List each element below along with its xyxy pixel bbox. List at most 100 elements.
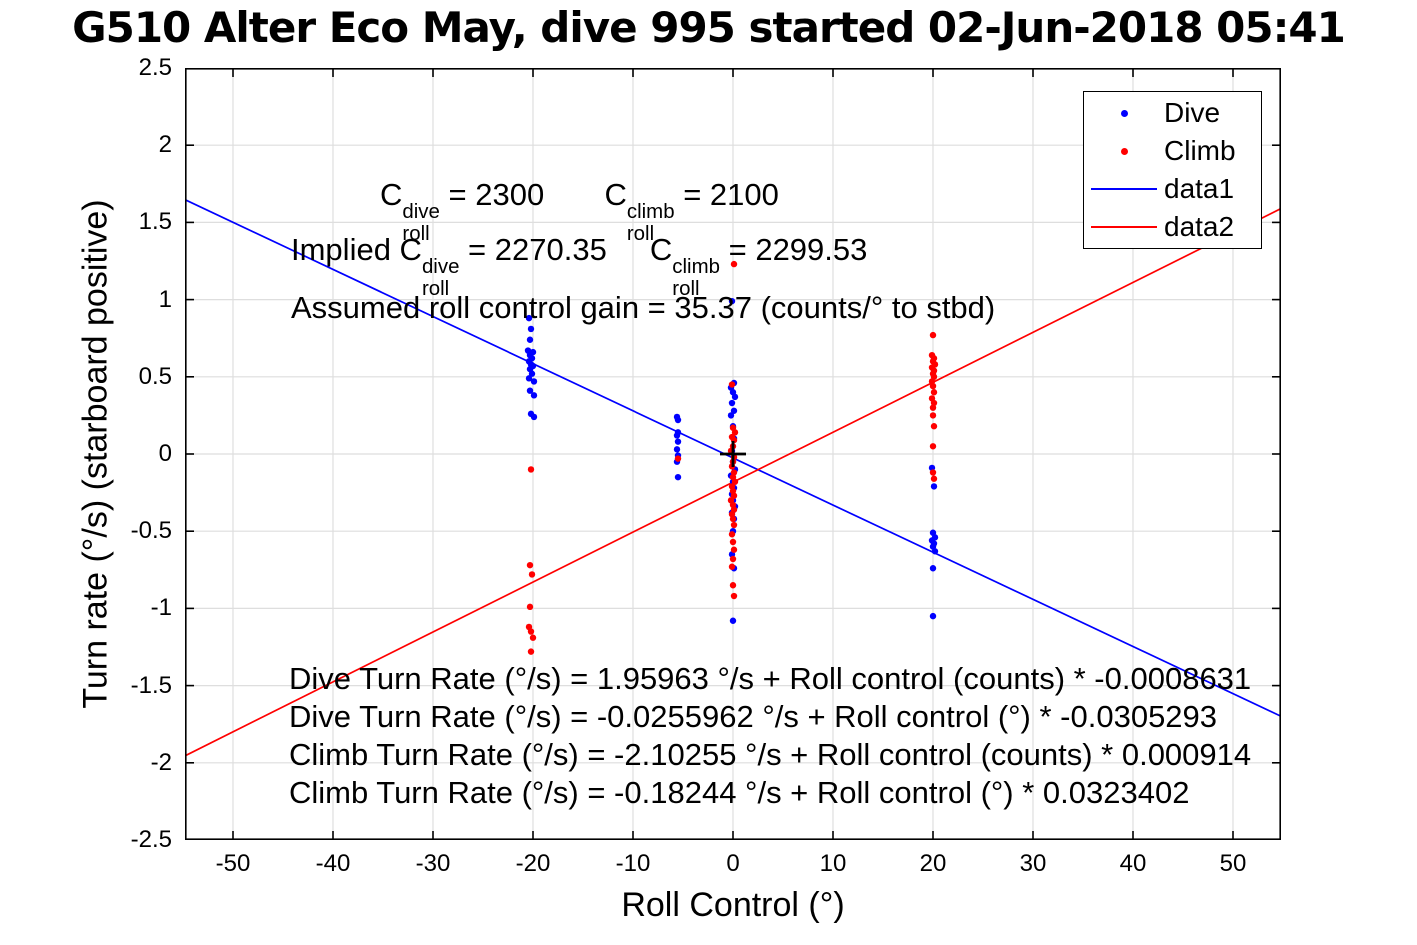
legend-label: data1 xyxy=(1164,173,1235,204)
annotation-segment: = 2270.35 xyxy=(459,232,607,267)
data-point-climb xyxy=(929,331,937,339)
data-point-climb xyxy=(729,555,737,563)
legend-dot-marker xyxy=(1084,109,1164,117)
equation-line: Dive Turn Rate (°/s) = 1.95963 °/s + Rol… xyxy=(289,661,1252,696)
equations-block: Dive Turn Rate (°/s) = 1.95963 °/s + Rol… xyxy=(289,660,1251,812)
data-point-dive xyxy=(527,325,535,333)
subscript: roll xyxy=(421,276,450,300)
data-point-climb xyxy=(729,582,737,589)
x-tick-label: 10 xyxy=(819,850,847,877)
data-point-climb xyxy=(729,515,737,523)
superscript: climb xyxy=(672,254,720,278)
annotation-segment: = 2299.53 xyxy=(720,232,868,267)
x-tick-label: 40 xyxy=(1119,850,1147,877)
data-point-climb xyxy=(729,538,737,546)
data-point-climb xyxy=(728,563,736,570)
equation-line: Dive Turn Rate (°/s) = -0.0255962 °/s + … xyxy=(289,699,1218,734)
data-point-climb xyxy=(929,404,937,411)
y-tick-label: 2.5 xyxy=(138,54,172,81)
data-point-climb xyxy=(731,429,739,436)
superscript: climb xyxy=(626,199,675,223)
subscript: roll xyxy=(626,221,655,245)
axis-border xyxy=(185,68,1281,840)
data-point-climb xyxy=(929,469,937,476)
data-point-climb xyxy=(674,455,682,462)
annotation-segment xyxy=(544,177,604,212)
sub-sup-stack: dive roll xyxy=(402,199,440,245)
data-point-dive xyxy=(674,438,682,445)
legend: Dive Climb data1 data2 xyxy=(1083,91,1262,249)
y-tick-label: -0.5 xyxy=(130,517,172,545)
data-point-climb xyxy=(527,648,535,655)
data-point-dive xyxy=(730,407,738,414)
y-tick-label: -1.5 xyxy=(130,671,172,699)
data-point-climb xyxy=(527,628,535,635)
data-point-climb xyxy=(929,382,937,390)
data-point-dive xyxy=(673,446,681,453)
x-tick-label: 50 xyxy=(1219,850,1247,877)
data-point-dive xyxy=(929,612,937,620)
plot-svg xyxy=(185,68,1281,840)
data-point-climb xyxy=(526,603,534,611)
x-tick-label: 20 xyxy=(919,850,947,877)
data-point-dive xyxy=(930,483,938,490)
superscript: dive xyxy=(402,199,440,223)
annotation-segment: = 2100 xyxy=(674,177,779,212)
data-point-climb xyxy=(730,546,738,553)
x-tick-label: 30 xyxy=(1019,850,1047,877)
climb-dot-icon xyxy=(1120,147,1128,155)
legend-entry-dive: Dive xyxy=(1084,95,1261,131)
chart-title: G510 Alter Eco May, dive 995 started 02-… xyxy=(72,3,1346,52)
data-point-dive xyxy=(674,473,682,481)
data-point-climb xyxy=(930,423,938,430)
sub-sup-stack: dive roll xyxy=(421,255,460,300)
legend-entry-data1: data1 xyxy=(1084,171,1261,207)
legend-line-marker xyxy=(1084,226,1164,228)
subscript: roll xyxy=(402,221,430,245)
dive-dot-icon xyxy=(1120,109,1128,117)
gain-annotation: Assumed roll control gain = 35.37 (count… xyxy=(291,290,996,325)
subscript: roll xyxy=(672,276,700,300)
data-point-climb xyxy=(730,592,738,600)
annotation-segment xyxy=(607,232,650,267)
data-point-dive xyxy=(530,392,538,399)
y-tick-label: 0 xyxy=(158,440,172,467)
origin-cross-marker xyxy=(720,441,746,467)
data-point-climb xyxy=(930,475,938,482)
y-tick-label: 1.5 xyxy=(138,208,172,236)
data-point-dive xyxy=(530,378,538,385)
data-point-dive xyxy=(727,412,735,419)
data-point-dive xyxy=(729,617,737,624)
data-point-climb xyxy=(526,561,534,569)
data-point-dive xyxy=(728,297,736,305)
data-point-climb xyxy=(728,531,736,538)
y-tick-label: 1 xyxy=(158,285,172,313)
plot-area: Roll Control (°) Turn rate (°/s) (starbo… xyxy=(77,54,1281,924)
data-point-dive xyxy=(674,416,682,424)
legend-entry-data2: data2 xyxy=(1084,209,1261,245)
data-point-dive xyxy=(931,548,939,555)
data-point-dive xyxy=(528,370,536,377)
equation-line: Climb Turn Rate (°/s) = -2.10255 °/s + R… xyxy=(289,737,1252,772)
data-point-dive xyxy=(525,314,533,322)
legend-line-marker xyxy=(1084,188,1164,190)
scatter-series-climb xyxy=(525,260,939,655)
data-point-dive xyxy=(530,413,538,421)
data-point-climb xyxy=(730,521,738,529)
annotation-segment: = 2300 xyxy=(439,177,545,212)
data-point-climb xyxy=(930,389,938,396)
data-point-climb xyxy=(529,634,537,641)
x-tick-label: -30 xyxy=(415,850,451,877)
sub-sup-stack: climb roll xyxy=(672,254,720,300)
data-point-climb xyxy=(731,478,739,485)
data-point-climb xyxy=(728,381,736,388)
data-point-dive xyxy=(731,393,739,401)
data-point-dive xyxy=(526,387,534,394)
data-point-climb xyxy=(929,412,937,419)
data-point-dive xyxy=(728,399,736,407)
